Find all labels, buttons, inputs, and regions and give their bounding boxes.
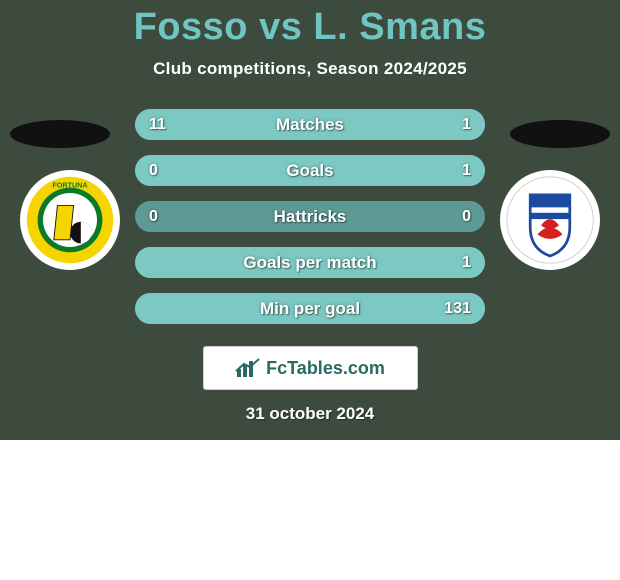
- stat-value-right: 1: [462, 254, 471, 272]
- stat-value-left: 0: [149, 162, 158, 180]
- page-title: Fosso vs L. Smans: [0, 6, 620, 49]
- vs-text: vs: [259, 6, 302, 48]
- stats-list: 11 Matches 1 0 Goals 1 0 Hattricks 0 Goals per ma…: [135, 109, 485, 324]
- country-flag-right: [510, 120, 610, 148]
- country-flag-left: [10, 120, 110, 148]
- stat-row: 0 Goals 1: [135, 155, 485, 186]
- heerenveen-icon: [505, 175, 595, 265]
- club-badge-right: [500, 170, 600, 270]
- bar-chart-icon: [235, 357, 261, 379]
- stat-label: Min per goal: [260, 299, 360, 319]
- subtitle: Club competitions, Season 2024/2025: [0, 59, 620, 79]
- club-badge-left: FORTUNA: [20, 170, 120, 270]
- date-text: 31 october 2024: [0, 404, 620, 424]
- stat-value-left: 0: [149, 208, 158, 226]
- svg-text:FORTUNA: FORTUNA: [52, 181, 87, 190]
- stat-row: Min per goal 131: [135, 293, 485, 324]
- comparison-card: Fosso vs L. Smans Club competitions, Sea…: [0, 0, 620, 440]
- stat-value-right: 0: [462, 208, 471, 226]
- stat-row: Goals per match 1: [135, 247, 485, 278]
- stat-value-right: 1: [462, 162, 471, 180]
- stat-row: 0 Hattricks 0: [135, 201, 485, 232]
- logo-text: FcTables.com: [266, 358, 385, 379]
- stat-label: Matches: [276, 115, 344, 135]
- stat-label: Hattricks: [274, 207, 347, 227]
- player2-name: L. Smans: [313, 6, 486, 48]
- stat-label: Goals per match: [243, 253, 376, 273]
- stat-row: 11 Matches 1: [135, 109, 485, 140]
- stat-label: Goals: [286, 161, 333, 181]
- stat-value-right: 1: [462, 116, 471, 134]
- stat-value-right: 131: [444, 300, 471, 318]
- fortuna-sittard-icon: FORTUNA: [25, 175, 115, 265]
- fctables-logo[interactable]: FcTables.com: [203, 346, 418, 390]
- player1-name: Fosso: [134, 6, 248, 48]
- stat-value-left: 11: [149, 116, 166, 134]
